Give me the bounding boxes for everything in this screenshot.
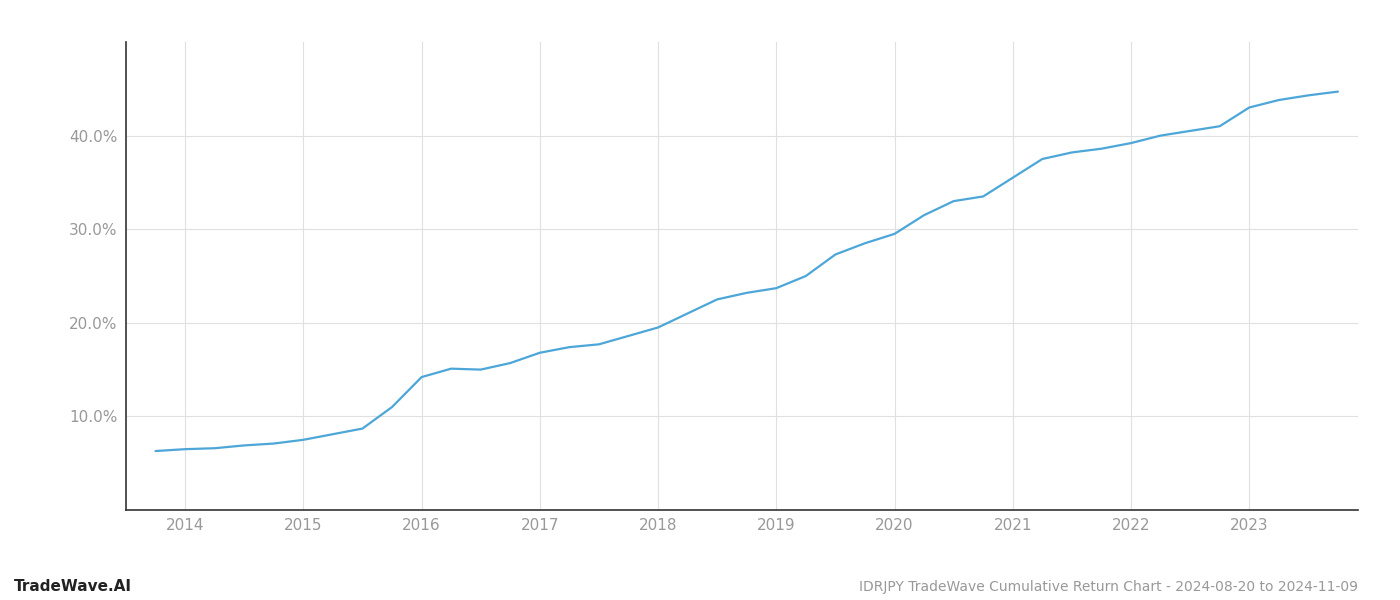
- Text: TradeWave.AI: TradeWave.AI: [14, 579, 132, 594]
- Text: IDRJPY TradeWave Cumulative Return Chart - 2024-08-20 to 2024-11-09: IDRJPY TradeWave Cumulative Return Chart…: [860, 580, 1358, 594]
